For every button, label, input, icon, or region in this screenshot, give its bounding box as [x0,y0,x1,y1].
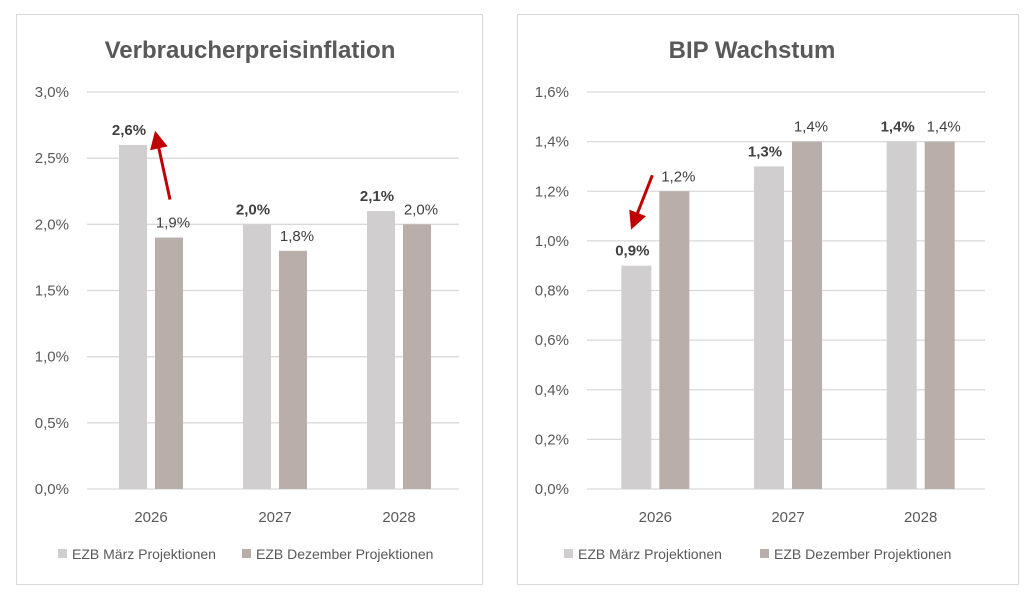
y-tick-label: 0,0% [535,481,569,498]
bar-dezember-2027 [792,141,822,489]
bar-dezember-2028 [924,141,955,489]
chart-panel-1: Verbraucherpreisinflation 0,0% 0,5% 1,0% 1,5… [16,14,483,585]
data-label: 2,0% [404,201,438,218]
y-tick-label: 1,4% [535,134,569,151]
data-label: 1,2% [661,168,695,185]
bar-maerz-2028 [367,211,395,489]
data-label: 1,4% [927,119,961,136]
bar-maerz-2026 [119,144,147,489]
arrow-up-icon [150,130,172,200]
data-label: 2,6% [112,122,146,139]
bar-dezember-2026 [155,237,183,489]
arrow-down-icon [629,174,654,230]
x-tick-label: 2027 [258,509,291,526]
y-tick-label: 2,5% [35,150,69,167]
bar-dezember-2027 [279,250,307,489]
chart-title: BIP Wachstum [669,37,836,64]
y-tick-label: 0,6% [535,332,569,349]
legend-label: EZB März Projektionen [72,546,216,562]
x-tick-label: 2026 [639,509,672,526]
chart-panel-2: BIP Wachstum 0,0% 0,2% 0,4% 0,6% 0,8% 1,0% 1,2%… [517,14,1019,585]
bar-maerz-2026 [621,265,652,489]
y-tick-label: 3,0% [35,84,69,101]
x-tick-label: 2028 [904,509,937,526]
bar-maerz-2028 [886,141,917,489]
legend-label: EZB März Projektionen [578,546,722,562]
y-tick-label: 0,5% [35,415,69,432]
legend-swatch [760,549,769,558]
data-label: 2,0% [236,201,270,218]
bar-maerz-2027 [754,166,784,489]
legend-label: EZB Dezember Projektionen [774,546,951,562]
y-tick-label: 0,4% [535,382,569,399]
y-tick-label: 1,6% [535,84,569,101]
bar-maerz-2027 [243,224,271,490]
data-label: 1,4% [794,119,828,136]
y-tick-label: 0,8% [535,283,569,300]
x-tick-label: 2027 [771,509,804,526]
legend-swatch [242,549,251,558]
chart-title: Verbraucherpreisinflation [105,37,396,64]
x-tick-label: 2028 [382,509,415,526]
data-label: 1,4% [881,119,915,136]
y-tick-label: 2,0% [35,216,69,233]
legend-swatch [58,549,67,558]
y-tick-label: 1,0% [35,349,69,366]
y-tick-label: 0,2% [535,431,569,448]
data-label: 2,1% [360,188,394,205]
data-label: 1,9% [156,215,190,232]
bar-dezember-2028 [403,224,431,490]
legend-label: EZB Dezember Projektionen [256,546,433,562]
y-tick-label: 0,0% [35,481,69,498]
data-label: 1,3% [748,143,782,160]
y-tick-label: 1,0% [535,233,569,250]
x-tick-label: 2026 [134,509,167,526]
y-tick-label: 1,5% [35,283,69,300]
data-label: 1,8% [280,228,314,245]
bar-dezember-2026 [659,191,690,489]
data-label: 0,9% [615,243,649,260]
legend-swatch [564,549,573,558]
y-tick-label: 1,2% [535,183,569,200]
